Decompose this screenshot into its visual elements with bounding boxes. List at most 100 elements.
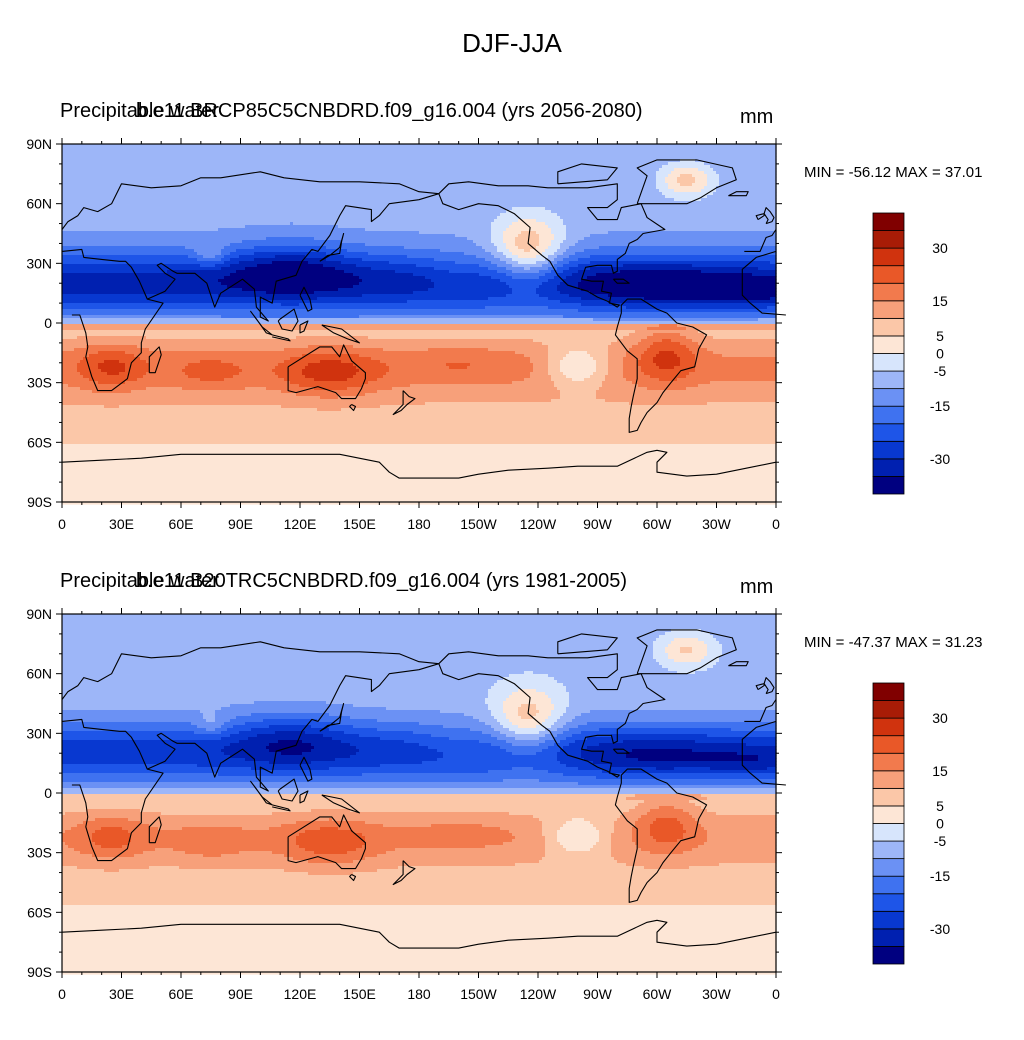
field-cell [566,249,585,253]
field-cell [509,719,546,723]
field-cell [503,710,519,714]
x-tick-label: 60W [643,516,673,532]
field-cell [578,258,777,262]
field-cell [125,366,150,370]
panel-variable-label: Precipitable water [60,100,219,122]
field-cell [155,848,174,852]
field-cell [62,396,321,400]
field-cell [566,710,591,714]
field-cell [677,180,696,184]
field-cell [434,285,510,289]
field-cell [62,489,777,493]
x-tick-label: 120E [284,986,317,1002]
field-cell [695,357,777,361]
field-cell [224,261,240,265]
coastline [277,308,299,332]
coastline [287,814,366,870]
field-cell [551,701,570,705]
field-cell [365,842,504,846]
field-cell [215,728,228,732]
field-cell [230,258,255,262]
field-cell [656,354,678,358]
coastline [636,629,737,675]
field-cell [326,246,405,250]
field-cell [62,809,87,813]
field-cell [62,162,669,166]
field-cell [62,237,267,241]
field-cell [491,710,504,714]
field-cell [62,806,636,810]
field-cell [86,345,138,349]
field-cell [377,869,777,873]
field-cell [62,450,777,454]
field-cell [560,366,597,370]
field-cell [599,743,747,747]
field-cell [707,177,720,181]
field-cell [62,623,777,627]
field-cell [536,288,558,292]
field-cell [386,372,531,376]
field-cell [389,369,534,373]
field-cell [713,192,777,196]
field-cell [497,737,516,741]
field-cell [494,716,507,720]
coastline [349,404,357,412]
field-cell [311,725,354,729]
field-cell [62,276,225,280]
field-cell [695,366,777,370]
field-cell [512,222,546,226]
field-cell [215,719,231,723]
field-cell [377,719,480,723]
field-cell [62,270,168,274]
coastline [272,804,291,812]
field-cell [62,617,777,621]
field-cell [668,668,708,672]
field-cell [542,342,612,346]
field-cell [506,713,519,717]
field-cell [83,375,144,379]
field-cell [569,692,777,696]
field-cell [338,288,429,292]
field-cell [314,291,414,295]
field-cell [179,866,399,870]
field-cell [62,273,231,277]
field-cell [122,845,300,849]
field-cell [506,261,519,265]
field-cell [143,851,186,855]
field-cell [584,758,639,762]
min-max-readout: MIN = -47.37 MAX = 31.23 [804,634,983,651]
field-cell [341,408,777,412]
field-cell [596,827,615,831]
field-cell [92,836,132,840]
field-cell [536,707,555,711]
field-cell [62,294,219,298]
field-cell [638,845,699,849]
colorbar-box [872,787,905,807]
field-cell [185,366,240,370]
field-cell [680,360,696,364]
field-cell [455,234,492,238]
field-cell [650,345,687,349]
field-cell [215,264,231,268]
field-cell [356,264,417,268]
colorbar-box [872,875,905,895]
colorbar-box [872,928,905,947]
field-cell [665,177,678,181]
field-cell [182,827,243,831]
field-cell [320,360,342,364]
field-cell [335,758,438,762]
field-cell [530,375,552,379]
field-cell [560,740,576,744]
field-cell [62,719,207,723]
colorbar-box [872,230,905,249]
y-tick-label: 90S [27,494,52,510]
field-cell [62,483,777,487]
field-cell [230,264,258,268]
field-cell [563,264,579,268]
colorbar-box [872,700,905,719]
field-cell [503,701,552,705]
field-cell [707,650,723,654]
field-cell [404,740,480,744]
field-cell [680,174,693,178]
field-cell [593,372,609,376]
